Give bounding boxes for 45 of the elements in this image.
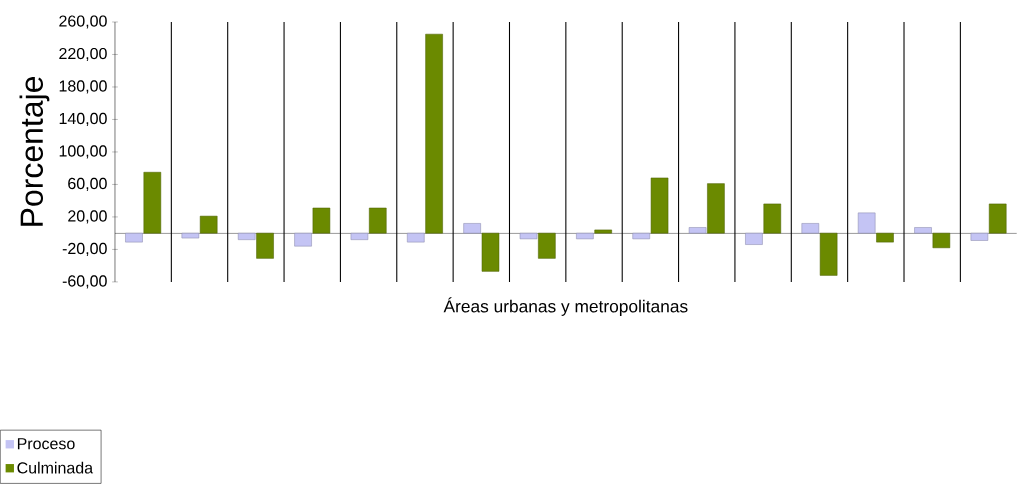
bar [970, 232, 989, 241]
y-tick-label: -60,00 [62, 275, 107, 289]
bar [425, 33, 443, 234]
y-tick-label: 260,00 [59, 15, 107, 29]
bar [801, 223, 820, 234]
bar [745, 232, 763, 245]
bar [519, 232, 538, 240]
bar [594, 229, 612, 234]
bar [819, 232, 838, 276]
y-tick-label: 180,00 [59, 80, 107, 94]
bar [237, 232, 256, 241]
bar [199, 215, 218, 234]
bar [350, 232, 369, 241]
bar [294, 232, 312, 247]
y-tick-label: 100,00 [59, 145, 107, 159]
bar [481, 232, 500, 272]
legend-label: Culminada [17, 461, 94, 474]
y-tick-label: 60,00 [68, 177, 107, 192]
bar [125, 232, 143, 243]
legend-label: Proceso [17, 438, 75, 450]
y-tick-label: 140,00 [59, 112, 107, 127]
bar [988, 203, 1007, 234]
bar [312, 207, 331, 234]
bar [688, 227, 707, 234]
bar [256, 232, 274, 259]
bar [143, 172, 162, 234]
bar [914, 227, 932, 234]
y-tick-label: 220,00 [59, 47, 107, 62]
bar [763, 203, 782, 234]
y-tick-label: 20,00 [68, 210, 107, 224]
bar [932, 232, 951, 249]
x-axis-title: Áreas urbanas y metropolitanas [443, 297, 688, 316]
bar [538, 232, 556, 259]
bar [876, 232, 894, 243]
bar [463, 223, 481, 234]
y-axis-title: Porcentaje [19, 76, 50, 226]
bar [407, 232, 425, 243]
bar [181, 232, 200, 239]
bar [707, 183, 725, 234]
bar [576, 232, 594, 240]
bar [650, 177, 669, 234]
bar [857, 212, 876, 234]
bar [369, 207, 387, 234]
bar [632, 232, 650, 240]
y-tick-label: -20,00 [62, 242, 107, 257]
